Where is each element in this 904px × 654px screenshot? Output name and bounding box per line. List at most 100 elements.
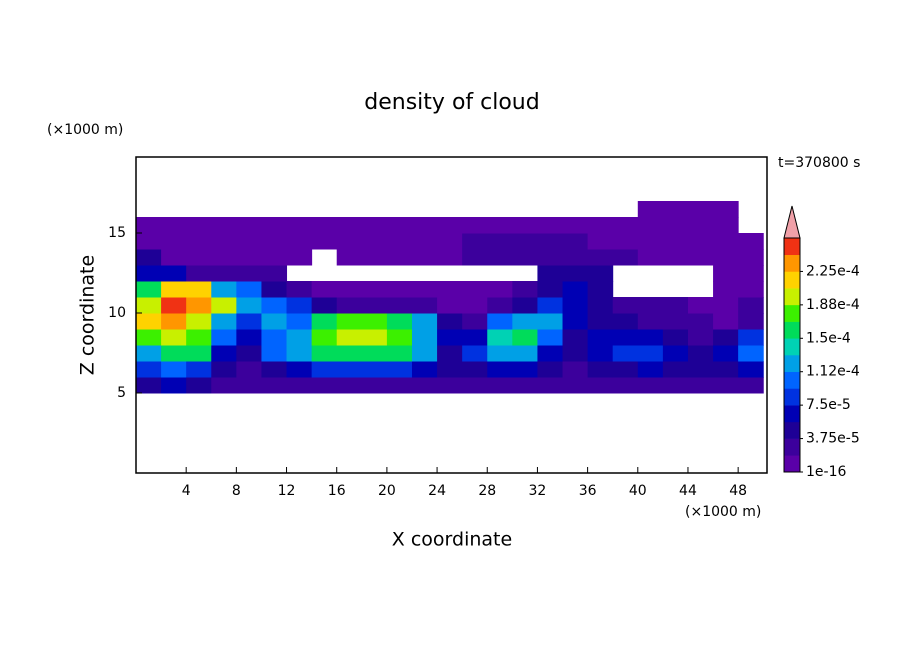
colorbar-bin [784,455,800,473]
field-cell [713,281,739,298]
field-cell [411,313,438,330]
field-cell [462,249,488,266]
field-cell [236,329,262,346]
field-cell [512,281,538,298]
field-cell [261,313,288,330]
field-cell [713,249,739,266]
field-cell [261,345,288,362]
field-cell [161,233,187,250]
field-cell [587,297,614,314]
field-cell [637,377,664,394]
field-cell [236,249,262,266]
colorbar-bin [784,254,800,272]
field-cell [161,281,187,298]
x-tick-label: 32 [529,483,547,499]
field-cell [687,329,714,346]
field-cell [161,377,187,394]
colorbar-bin [784,405,800,423]
field-cell [286,249,313,266]
field-cell [211,249,237,266]
field-cell [211,233,237,250]
field-cell [462,345,488,362]
field-cell [738,265,764,282]
field-cell [236,377,262,394]
field-cell [336,249,363,266]
field-cell [186,265,212,282]
field-cell [311,217,338,234]
field-cell [562,249,589,266]
field-cell [612,345,639,362]
x-tick-label: 44 [679,483,697,499]
field-cell [261,361,288,378]
field-cell [687,201,714,218]
field-cell [136,297,162,314]
field-cell [286,329,313,346]
colorbar-bin [784,271,800,289]
field-cell [713,377,739,394]
field-cell [136,233,162,250]
field-cell [161,329,187,346]
colorbar-tick-label: 2.25e-4 [806,263,860,279]
colorbar-bin [784,438,800,456]
field-cell [462,313,488,330]
field-cell [637,297,664,314]
field-cell [587,217,614,234]
field-cell [687,313,714,330]
field-cell [462,217,488,234]
field-cell [612,297,639,314]
field-cell [587,233,614,250]
annotation: t=370800 s [778,155,860,171]
field-cell [462,233,488,250]
field-cell [286,217,313,234]
field-cell [261,329,288,346]
field-cell [437,329,463,346]
field-cell [386,217,413,234]
field-cell [361,281,388,298]
field-cell [361,249,388,266]
field-cell [261,281,288,298]
x-tick-label: 4 [182,483,191,499]
y-tick-label: 15 [108,225,126,241]
field-cell [411,233,438,250]
field-cell [738,249,764,266]
field-cell [562,265,589,282]
field-cell [587,249,614,266]
field-cell [687,297,714,314]
field-cell [512,329,538,346]
y-axis-label: Z coordinate [77,255,99,375]
field-cell [587,329,614,346]
field-cell [687,249,714,266]
field-cell [662,377,689,394]
field-cell [336,281,363,298]
field-cell [161,313,187,330]
field-cell [612,377,639,394]
field-cell [186,281,212,298]
field-cell [587,265,614,282]
field-cell [713,329,739,346]
field-cell [236,217,262,234]
field-cell [637,345,664,362]
field-cell [161,217,187,234]
field-cell [336,217,363,234]
colorbar-bin [784,338,800,356]
field-cell [236,233,262,250]
field-cell [161,345,187,362]
field-cell [487,329,513,346]
field-cell [562,233,589,250]
field-cell [386,233,413,250]
x-tick-label: 8 [232,483,241,499]
field-cell [487,281,513,298]
field-cell [336,377,363,394]
field-cell [161,249,187,266]
chart-title: density of cloud [364,90,539,115]
field-cell [512,361,538,378]
field-cell [537,329,564,346]
field-cell [687,377,714,394]
field-cell [336,329,363,346]
field-cell [437,313,463,330]
field-cell [462,329,488,346]
field-cell [311,233,338,250]
field-cell [411,281,438,298]
field-cell [437,297,463,314]
field-cell [186,297,212,314]
